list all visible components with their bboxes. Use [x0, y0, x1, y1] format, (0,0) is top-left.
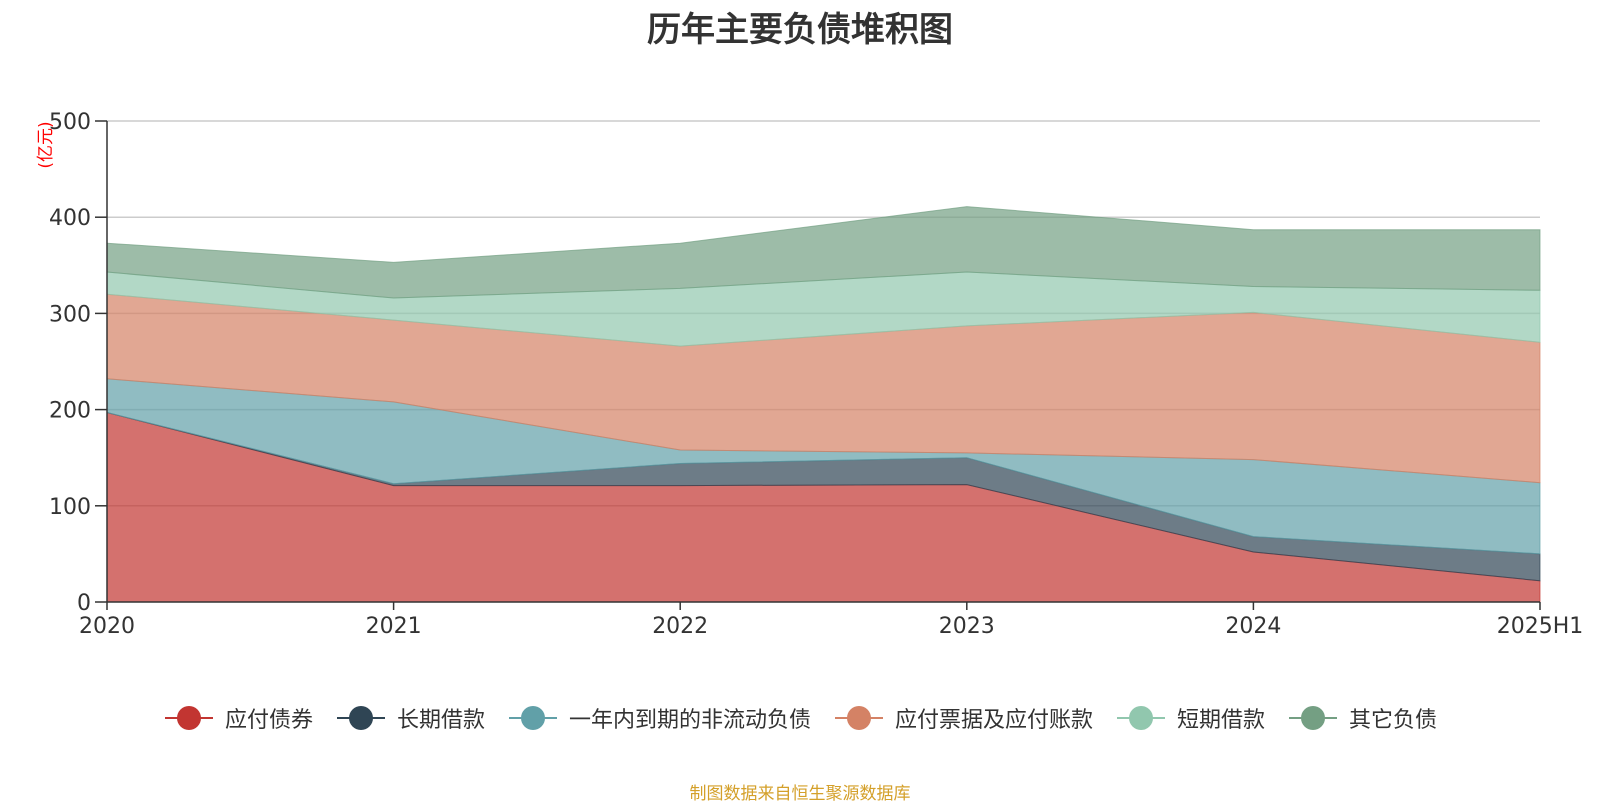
legend-label: 长期借款	[396, 708, 485, 733]
x-tick-label: 2020	[79, 614, 135, 639]
x-tick-label: 2025H1	[1497, 614, 1584, 639]
legend-marker-icon	[508, 706, 557, 730]
y-tick-label: 0	[77, 591, 91, 616]
y-unit-label: (亿元)	[36, 121, 56, 168]
legend-marker-icon	[164, 706, 213, 730]
legend-label: 其它负债	[1349, 708, 1438, 733]
legend-label: 一年内到期的非流动负债	[568, 708, 811, 733]
y-tick-label: 400	[49, 206, 91, 231]
x-tick-label: 2021	[366, 614, 422, 639]
legend-label: 应付票据及应付账款	[895, 708, 1094, 733]
legend-label: 应付债券	[224, 708, 313, 733]
y-tick-label: 100	[49, 495, 91, 520]
chart-title: 历年主要负债堆积图	[647, 10, 953, 50]
source-note: 制图数据来自恒生聚源数据库	[689, 784, 911, 804]
legend-item-5[interactable]: 其它负债	[1287, 702, 1437, 734]
legend-item-1[interactable]: 长期借款	[335, 702, 485, 734]
y-tick-label: 300	[49, 302, 91, 327]
y-tick-label: 200	[49, 399, 91, 424]
legend: 应付债券 长期借款 一年内到期的非流动负债 应付票据及应付账款 短期借款 其它负债	[0, 702, 1600, 734]
x-tick-label: 2023	[939, 614, 995, 639]
legend-marker-icon	[835, 706, 883, 730]
legend-item-2[interactable]: 一年内到期的非流动负债	[507, 702, 811, 734]
legend-item-4[interactable]: 短期借款	[1115, 702, 1265, 734]
legend-marker-icon	[1289, 706, 1338, 730]
legend-item-0[interactable]: 应付债券	[163, 702, 313, 734]
legend-marker-icon	[1117, 706, 1166, 730]
legend-marker-icon	[336, 706, 385, 730]
legend-label: 短期借款	[1177, 708, 1266, 733]
x-tick-label: 2024	[1225, 614, 1281, 639]
y-tick-label: 500	[49, 110, 91, 135]
area-series-5	[106, 206, 1541, 299]
legend-item-3[interactable]: 应付票据及应付账款	[833, 702, 1093, 734]
x-tick-label: 2022	[652, 614, 708, 639]
